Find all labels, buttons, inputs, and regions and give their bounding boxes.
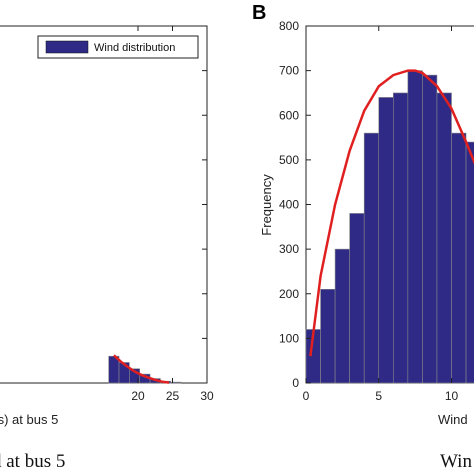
chart-a-legend: Wind distribution <box>37 35 199 59</box>
chart-a-caption: d at bus 5 <box>0 451 65 472</box>
chart-a-x-tick-label: 30 <box>200 389 214 403</box>
chart-b-x-ticks: 0 5 10 <box>303 26 459 403</box>
chart-a-right-ticks <box>202 70 207 339</box>
chart-a-xlabel: /s) at bus 5 <box>0 412 58 427</box>
chart-b-y-tick-label: 800 <box>279 19 299 33</box>
chart-a-legend-label: Wind distribution <box>94 42 175 54</box>
chart-b-bar <box>436 92 452 384</box>
chart-b-bar <box>334 248 350 384</box>
chart-b-xlabel: Wind <box>438 412 468 427</box>
chart-b-caption: Win <box>440 451 472 472</box>
chart-a-legend-swatch <box>45 40 89 54</box>
chart-a-fit-curve <box>113 354 170 384</box>
chart-b-y-tick-label: 700 <box>279 64 299 78</box>
chart-b-y-tick-label: 600 <box>279 108 299 122</box>
chart-a-bar <box>170 381 182 384</box>
chart-b-y-ticks: 0 100 200 300 400 500 600 700 800 <box>279 19 311 390</box>
chart-b-bar <box>407 70 423 384</box>
chart-a-x-tick-label: 25 <box>166 389 180 403</box>
chart-b-y-tick-label: 500 <box>279 153 299 167</box>
chart-a-plot-area <box>0 25 208 384</box>
chart-b-bar <box>378 97 394 384</box>
chart-b-bar <box>392 92 409 384</box>
chart-b-bar <box>320 288 336 384</box>
chart-b-y-tick-label: 100 <box>279 331 299 345</box>
chart-b-x-tick-label: 10 <box>445 389 459 403</box>
chart-a-x-ticks: 20 25 30 <box>131 26 214 403</box>
chart-b-bar <box>363 132 380 384</box>
chart-b-x-tick-label: 0 <box>303 389 310 403</box>
chart-b-bars <box>305 70 474 384</box>
chart-b-fit-curve <box>309 69 474 357</box>
chart-b-panel-label: B <box>252 2 266 24</box>
chart-b-bar <box>451 132 467 384</box>
chart-a-x-tick-label: 20 <box>131 389 145 403</box>
chart-b-x-tick-label: 5 <box>375 389 382 403</box>
chart-b-bar <box>349 213 365 384</box>
chart-b-y-tick-label: 0 <box>292 376 299 390</box>
chart-b-bar <box>422 74 438 384</box>
chart-b: B 0 100 200 300 400 500 600 700 800 0 5 10 Frequen… <box>252 2 474 472</box>
chart-b-ylabel: Frequency <box>259 174 274 236</box>
chart-b-y-tick-label: 200 <box>279 287 299 301</box>
chart-a: 20 25 30 Wind distribution /s) at bus 5 d … <box>0 25 214 472</box>
chart-b-bar <box>465 141 474 384</box>
chart-b-y-tick-label: 300 <box>279 242 299 256</box>
chart-b-y-tick-label: 400 <box>279 198 299 212</box>
